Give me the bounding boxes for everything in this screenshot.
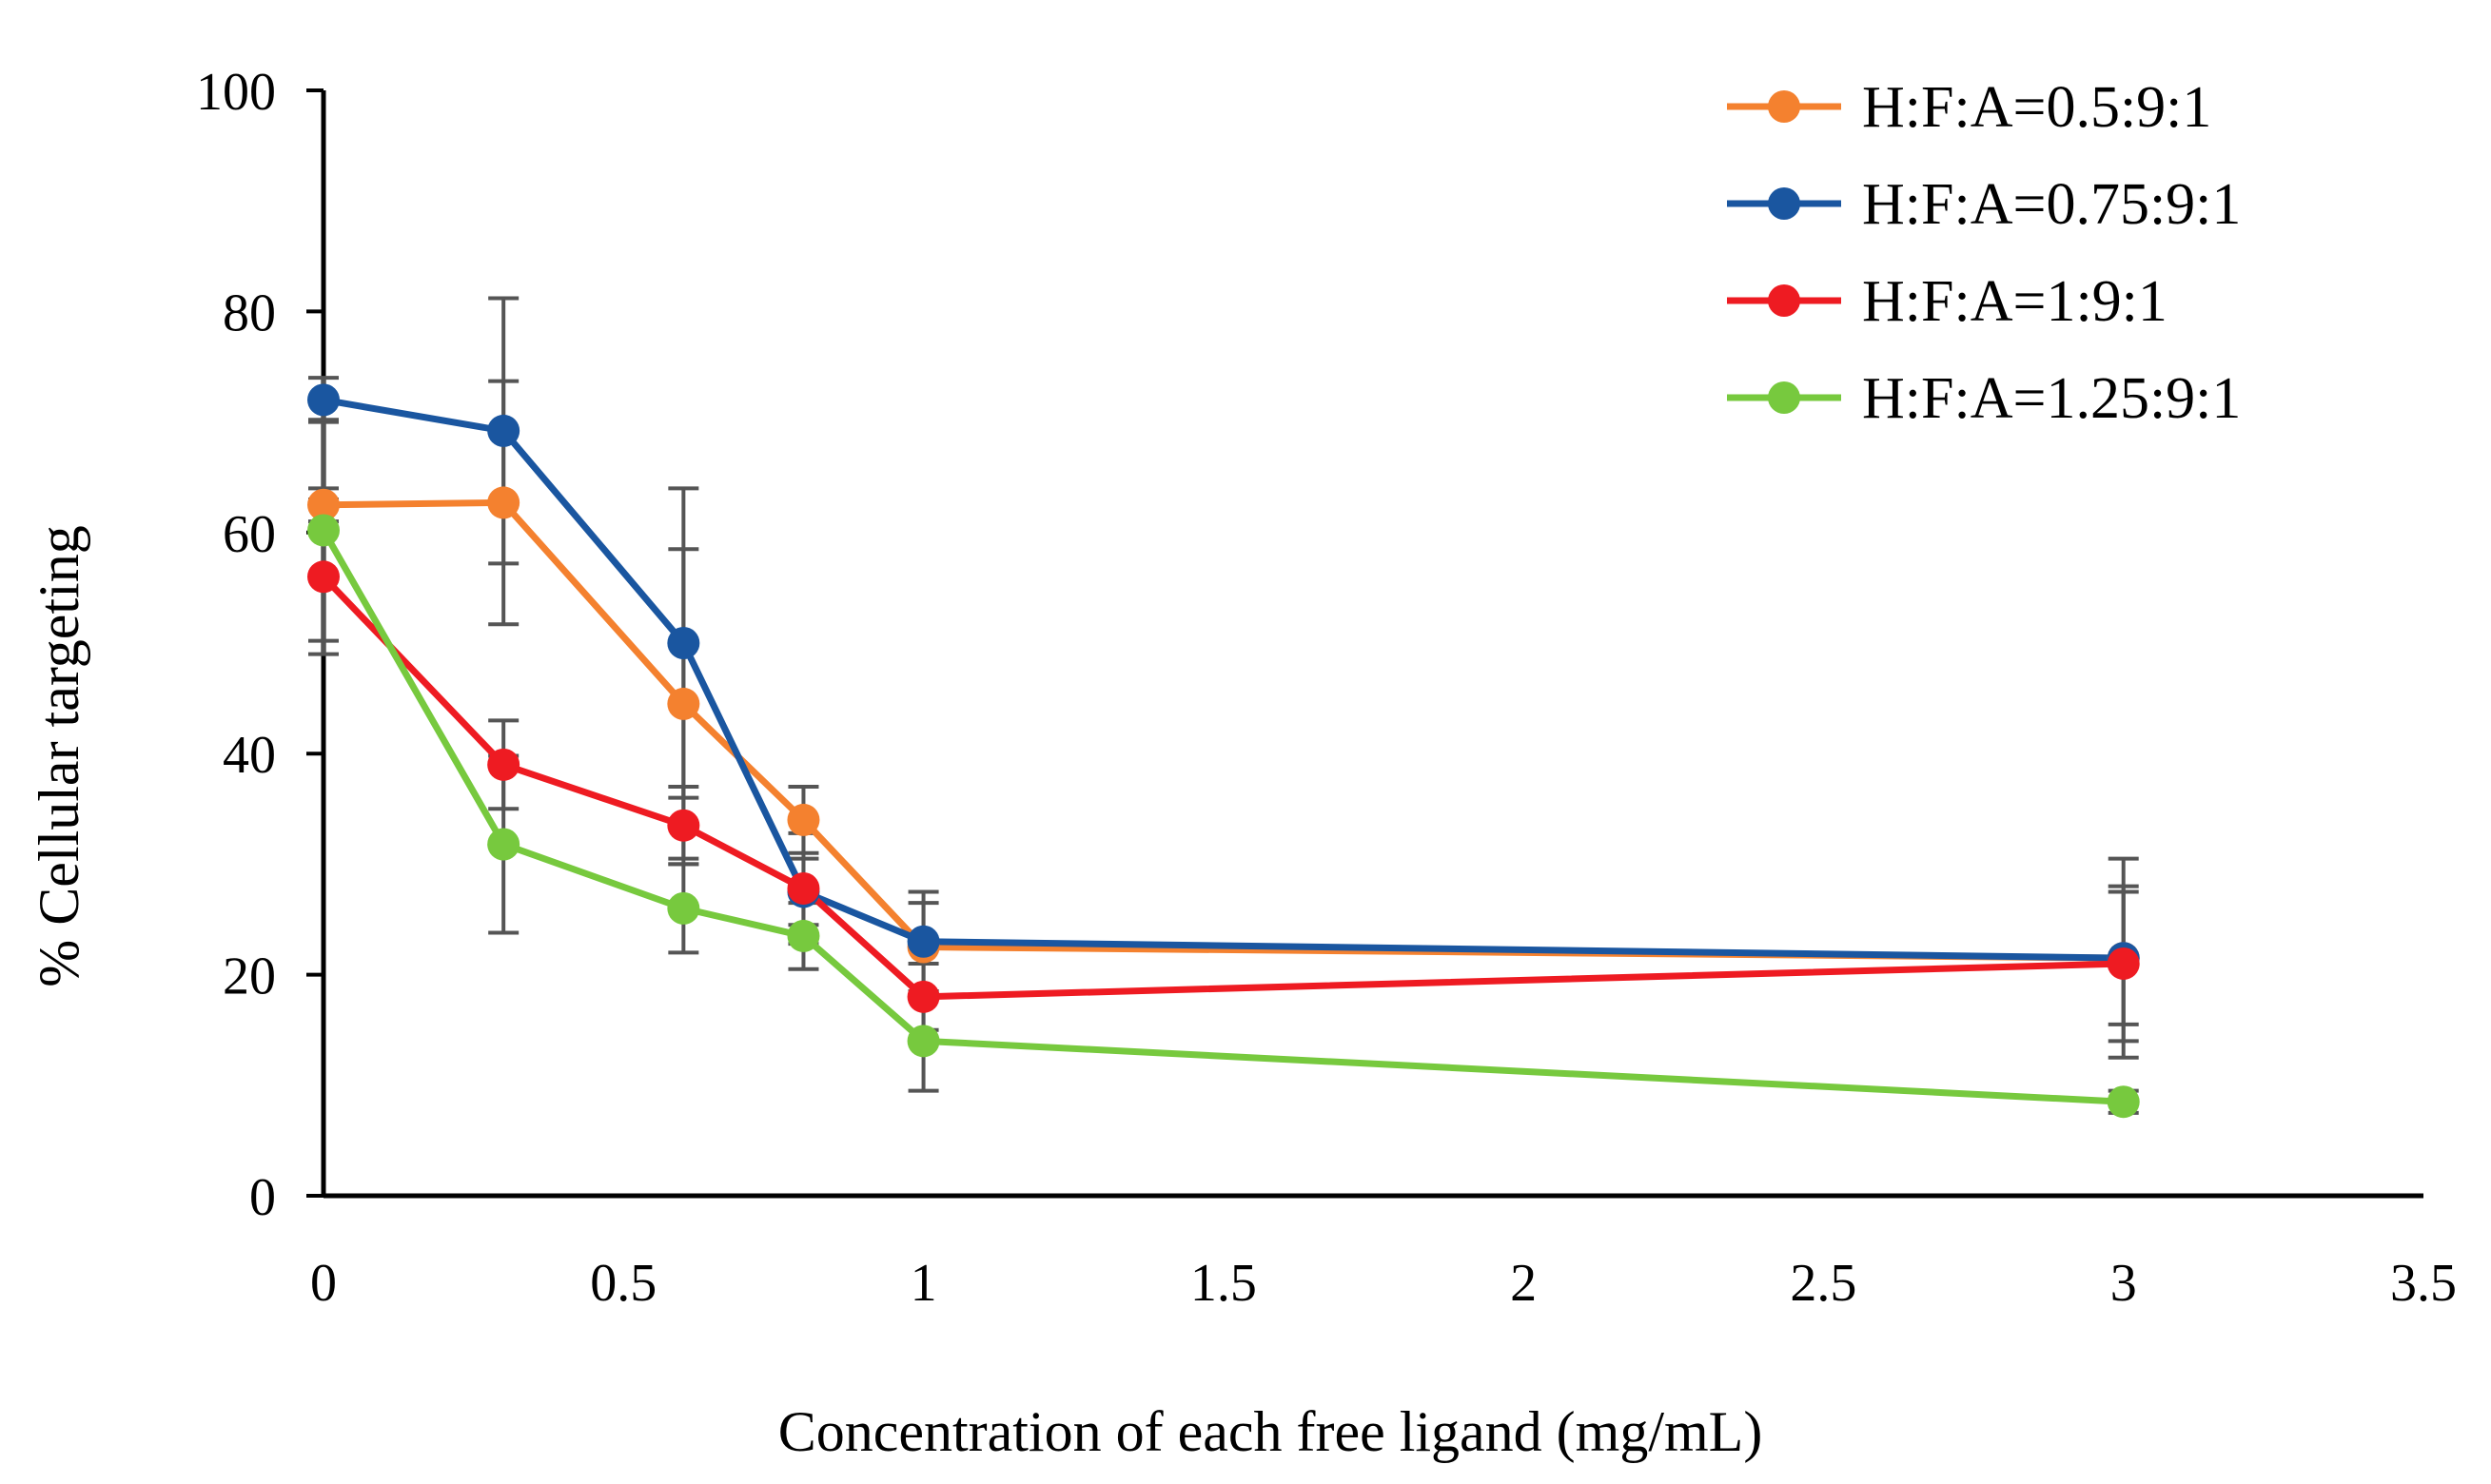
data-point: [907, 980, 940, 1013]
legend-label: H:F:A=0.5:9:1: [1862, 75, 2211, 140]
data-point: [667, 627, 700, 659]
x-tick-label: 1.5: [1190, 1254, 1257, 1313]
series-points: [307, 383, 2140, 1119]
data-point: [667, 809, 700, 842]
data-point: [487, 828, 520, 861]
x-tick-label: 3: [2110, 1254, 2137, 1313]
series-lines: [320, 396, 2124, 1105]
y-ticks: 0 20 40 60 80 100: [196, 63, 324, 1227]
legend: H:F:A=0.5:9:1 H:F:A=0.75:9:1 H:F:A=1:9:1 H:…: [1727, 75, 2241, 431]
data-point: [907, 925, 940, 958]
series-line-3: [321, 574, 2124, 1001]
x-tick-label: 2: [1510, 1254, 1537, 1313]
legend-item: H:F:A=0.5:9:1: [1727, 75, 2211, 140]
series-line-2: [323, 396, 2124, 962]
data-point: [2107, 1085, 2140, 1119]
legend-item: H:F:A=1:9:1: [1727, 269, 2167, 334]
data-point: [787, 871, 820, 905]
y-tick-label: 60: [223, 505, 276, 564]
series-line-4: [320, 528, 2124, 1105]
data-point: [787, 803, 820, 836]
data-point: [667, 891, 700, 925]
x-tick-label: 3.5: [2390, 1254, 2457, 1313]
legend-label: H:F:A=0.75:9:1: [1862, 172, 2241, 237]
x-tick-label: 0.5: [590, 1254, 657, 1313]
y-tick-label: 0: [249, 1168, 276, 1227]
x-ticks: 0 0.5 1 1.5 2 2.5 3 3.5: [310, 1254, 2457, 1313]
data-point: [487, 414, 520, 447]
y-tick-label: 20: [223, 947, 276, 1006]
x-tick-label: 0: [310, 1254, 337, 1313]
x-tick-label: 2.5: [1790, 1254, 1856, 1313]
legend-swatch-marker: [1768, 187, 1800, 220]
y-tick-label: 80: [223, 283, 276, 342]
data-point: [787, 919, 820, 952]
data-point: [307, 514, 340, 547]
series-line-1: [323, 498, 2124, 962]
legend-swatch-marker: [1768, 90, 1800, 123]
data-point: [487, 486, 520, 519]
legend-label: H:F:A=1.25:9:1: [1862, 366, 2241, 431]
data-point: [487, 748, 520, 781]
x-axis-title: Concentration of each free ligand (mg/mL…: [778, 1400, 1763, 1463]
data-point: [907, 1025, 940, 1058]
y-axis-title: % Cellular targeting: [28, 525, 90, 986]
axes: [321, 90, 2423, 1199]
data-point: [2107, 947, 2140, 980]
data-point: [307, 560, 340, 594]
x-tick-label: 1: [911, 1254, 937, 1313]
legend-label: H:F:A=1:9:1: [1862, 269, 2167, 334]
data-point: [667, 687, 700, 720]
legend-item: H:F:A=1.25:9:1: [1727, 366, 2241, 431]
y-tick-label: 100: [196, 63, 276, 122]
data-point: [307, 488, 340, 521]
legend-swatch-marker: [1768, 381, 1800, 414]
y-tick-label: 40: [223, 726, 276, 785]
legend-item: H:F:A=0.75:9:1: [1727, 172, 2241, 237]
legend-swatch-marker: [1768, 284, 1800, 317]
data-point: [307, 383, 340, 417]
